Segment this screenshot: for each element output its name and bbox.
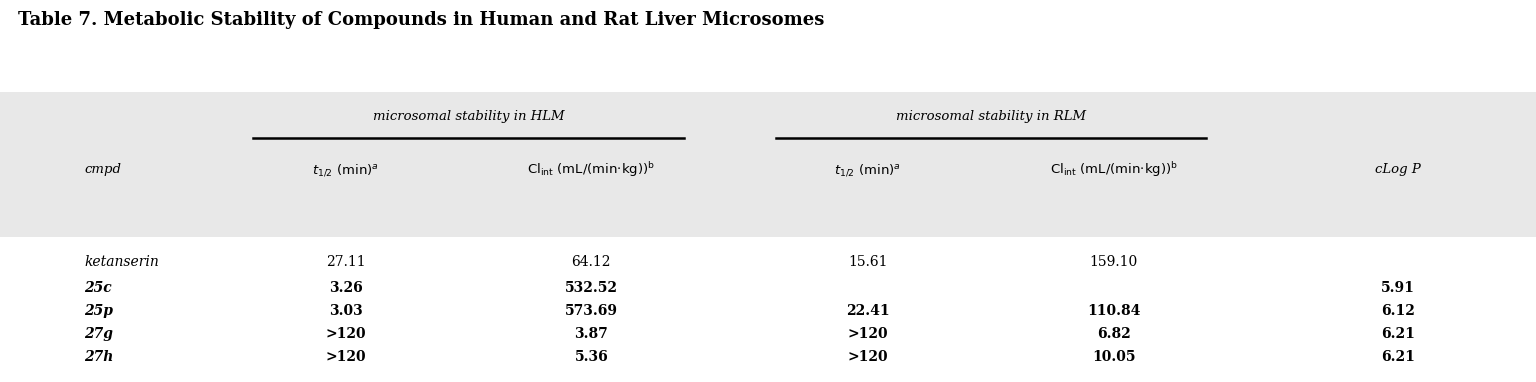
Text: 3.03: 3.03 bbox=[329, 304, 362, 318]
Text: Table 7. Metabolic Stability of Compounds in Human and Rat Liver Microsomes: Table 7. Metabolic Stability of Compound… bbox=[18, 11, 825, 29]
Text: 3.26: 3.26 bbox=[329, 282, 362, 295]
Text: 3.87: 3.87 bbox=[574, 327, 608, 341]
Text: 6.21: 6.21 bbox=[1381, 327, 1415, 341]
Text: $\mathrm{Cl_{int}\ (mL/(min{\cdot}kg))^{b}}$: $\mathrm{Cl_{int}\ (mL/(min{\cdot}kg))^{… bbox=[527, 160, 656, 180]
Text: 10.05: 10.05 bbox=[1092, 350, 1135, 364]
Text: $t_{1/2}\ \mathrm{(min)}^{a}$: $t_{1/2}\ \mathrm{(min)}^{a}$ bbox=[834, 162, 902, 178]
Text: 5.36: 5.36 bbox=[574, 350, 608, 364]
Text: 5.91: 5.91 bbox=[1381, 282, 1415, 295]
Text: 110.84: 110.84 bbox=[1087, 304, 1140, 318]
Text: >120: >120 bbox=[848, 350, 888, 364]
Text: 573.69: 573.69 bbox=[565, 304, 617, 318]
Text: 64.12: 64.12 bbox=[571, 255, 611, 269]
Text: 6.12: 6.12 bbox=[1381, 304, 1415, 318]
Text: >120: >120 bbox=[326, 350, 366, 364]
Text: $t_{1/2}\ \mathrm{(min)}^{a}$: $t_{1/2}\ \mathrm{(min)}^{a}$ bbox=[312, 162, 379, 178]
Text: 532.52: 532.52 bbox=[565, 282, 617, 295]
Text: 15.61: 15.61 bbox=[848, 255, 888, 269]
Text: $\mathrm{Cl_{int}\ (mL/(min{\cdot}kg))^{b}}$: $\mathrm{Cl_{int}\ (mL/(min{\cdot}kg))^{… bbox=[1049, 160, 1178, 180]
Text: 27h: 27h bbox=[84, 350, 114, 364]
Text: microsomal stability in HLM: microsomal stability in HLM bbox=[373, 110, 564, 123]
Text: 22.41: 22.41 bbox=[846, 304, 889, 318]
Text: 6.21: 6.21 bbox=[1381, 350, 1415, 364]
Text: >120: >120 bbox=[848, 327, 888, 341]
Text: cmpd: cmpd bbox=[84, 163, 121, 176]
Text: >120: >120 bbox=[326, 327, 366, 341]
Text: cLog P: cLog P bbox=[1375, 163, 1421, 176]
Bar bbox=[0, 92, 1536, 237]
Text: 6.82: 6.82 bbox=[1097, 327, 1130, 341]
Text: microsomal stability in RLM: microsomal stability in RLM bbox=[895, 110, 1086, 123]
Text: 25c: 25c bbox=[84, 282, 112, 295]
Text: 25p: 25p bbox=[84, 304, 114, 318]
Text: ketanserin: ketanserin bbox=[84, 255, 160, 269]
Text: 159.10: 159.10 bbox=[1089, 255, 1138, 269]
Text: 27.11: 27.11 bbox=[326, 255, 366, 269]
Text: 27g: 27g bbox=[84, 327, 114, 341]
